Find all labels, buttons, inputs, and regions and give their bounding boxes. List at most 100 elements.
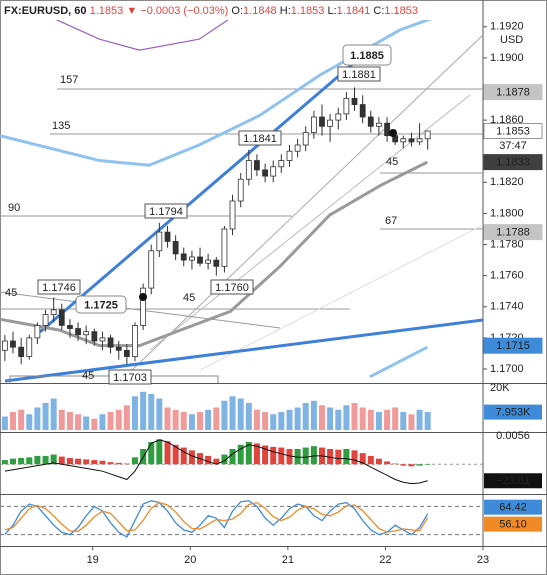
macd-bar [42,455,49,465]
candle-body [83,331,90,336]
volume-bar [351,403,358,430]
currency: USD [500,34,523,46]
macd-bar [384,461,391,465]
macd-bar [91,460,98,465]
volume-bar [75,414,82,430]
callout-box [144,203,188,219]
candle-body [286,150,293,161]
value-label-box [484,516,542,532]
l-label: L: [327,5,336,17]
macd-bar [351,450,358,465]
c-label: C: [373,5,384,17]
macd-bar [50,454,57,465]
volume-bar [1,416,8,430]
volume-bar [237,398,244,430]
o-label: O: [231,5,243,17]
candle-body [189,256,195,261]
candle-body [42,314,49,326]
macd-top-label: 0.0056 [496,430,530,442]
callout-label: 1.1746 [42,282,76,294]
macd-bar [367,455,374,465]
candle-body [26,337,33,357]
macd-bar [302,447,309,465]
level-label: 135 [52,120,70,132]
candle-body [221,228,228,267]
y-tick-label: 1.1700 [490,363,524,375]
moving-average [369,345,429,379]
volume-bar [140,391,147,430]
macd-bar [310,446,317,465]
macd-bar [26,457,33,465]
level-label: 45 [82,370,94,382]
macd-bar [99,460,106,465]
macd-bar [424,464,431,465]
volume-bar [156,398,163,430]
volume-bar [123,405,130,430]
volume-bar [367,409,374,430]
macd-bar [213,458,220,465]
callout-label: 1.1841 [243,133,277,145]
value-label: 56.10 [499,519,527,531]
h: 1.1853 [291,5,325,17]
y-tick-label: 1.1780 [490,238,524,250]
candle-body [424,130,431,140]
trend-line [4,318,483,383]
candle-body [123,349,130,357]
candle-body [245,160,252,180]
macd-bar [408,464,415,467]
stoch-line [4,500,429,538]
price-label-box [483,154,543,171]
candle-body [408,138,415,143]
y-tick-label: 1.1800 [490,207,524,219]
volume-bar [188,414,195,430]
macd-bar [245,442,252,465]
candle-body [172,241,179,255]
volume-bar [310,400,317,430]
volume-bar [319,405,325,430]
candle-body [311,116,317,133]
candle-body [50,309,57,315]
candle-body [416,138,423,143]
macd-bar [237,444,244,465]
macd-bar [229,448,236,465]
price-label-box [483,337,543,354]
h-label: H: [280,5,291,17]
volume-bar [270,414,277,430]
candle-body [107,337,114,348]
candle-body [180,253,187,261]
l: 1.1841 [337,5,371,17]
value-label-box [484,499,542,515]
macd-bar [327,448,334,465]
volume-bar [400,412,407,430]
trend-line [199,224,483,371]
candle-body [270,166,277,177]
callout-label: 1.1794 [149,206,183,218]
price-label-box [483,84,543,101]
macd-bar [180,447,187,465]
price-label: 1.1715 [496,340,530,352]
o: 1.1848 [243,5,277,17]
x-tick-label: 23 [477,554,489,566]
level-label: 67 [385,215,397,227]
volume-bar [9,412,16,430]
callout-label: 1.1760 [215,282,249,294]
macd-bar [343,448,350,465]
macd-bar [75,458,82,465]
volume-bar [83,416,90,430]
candle-body [148,250,155,289]
macd-bar [148,442,155,465]
candle-body [67,325,73,329]
volume-bar [91,418,98,430]
macd-bar [9,458,16,465]
macd-bar [335,449,342,465]
price-label: 1.1788 [496,227,530,239]
callout-box [210,279,254,295]
symbol: FX:EURUSD, 60 [4,5,87,17]
volume-bar [416,409,423,430]
price-label: 1.1833 [496,157,530,169]
level-label: 45 [386,156,398,168]
volume-bar [229,396,236,430]
volume-bar [164,407,171,430]
